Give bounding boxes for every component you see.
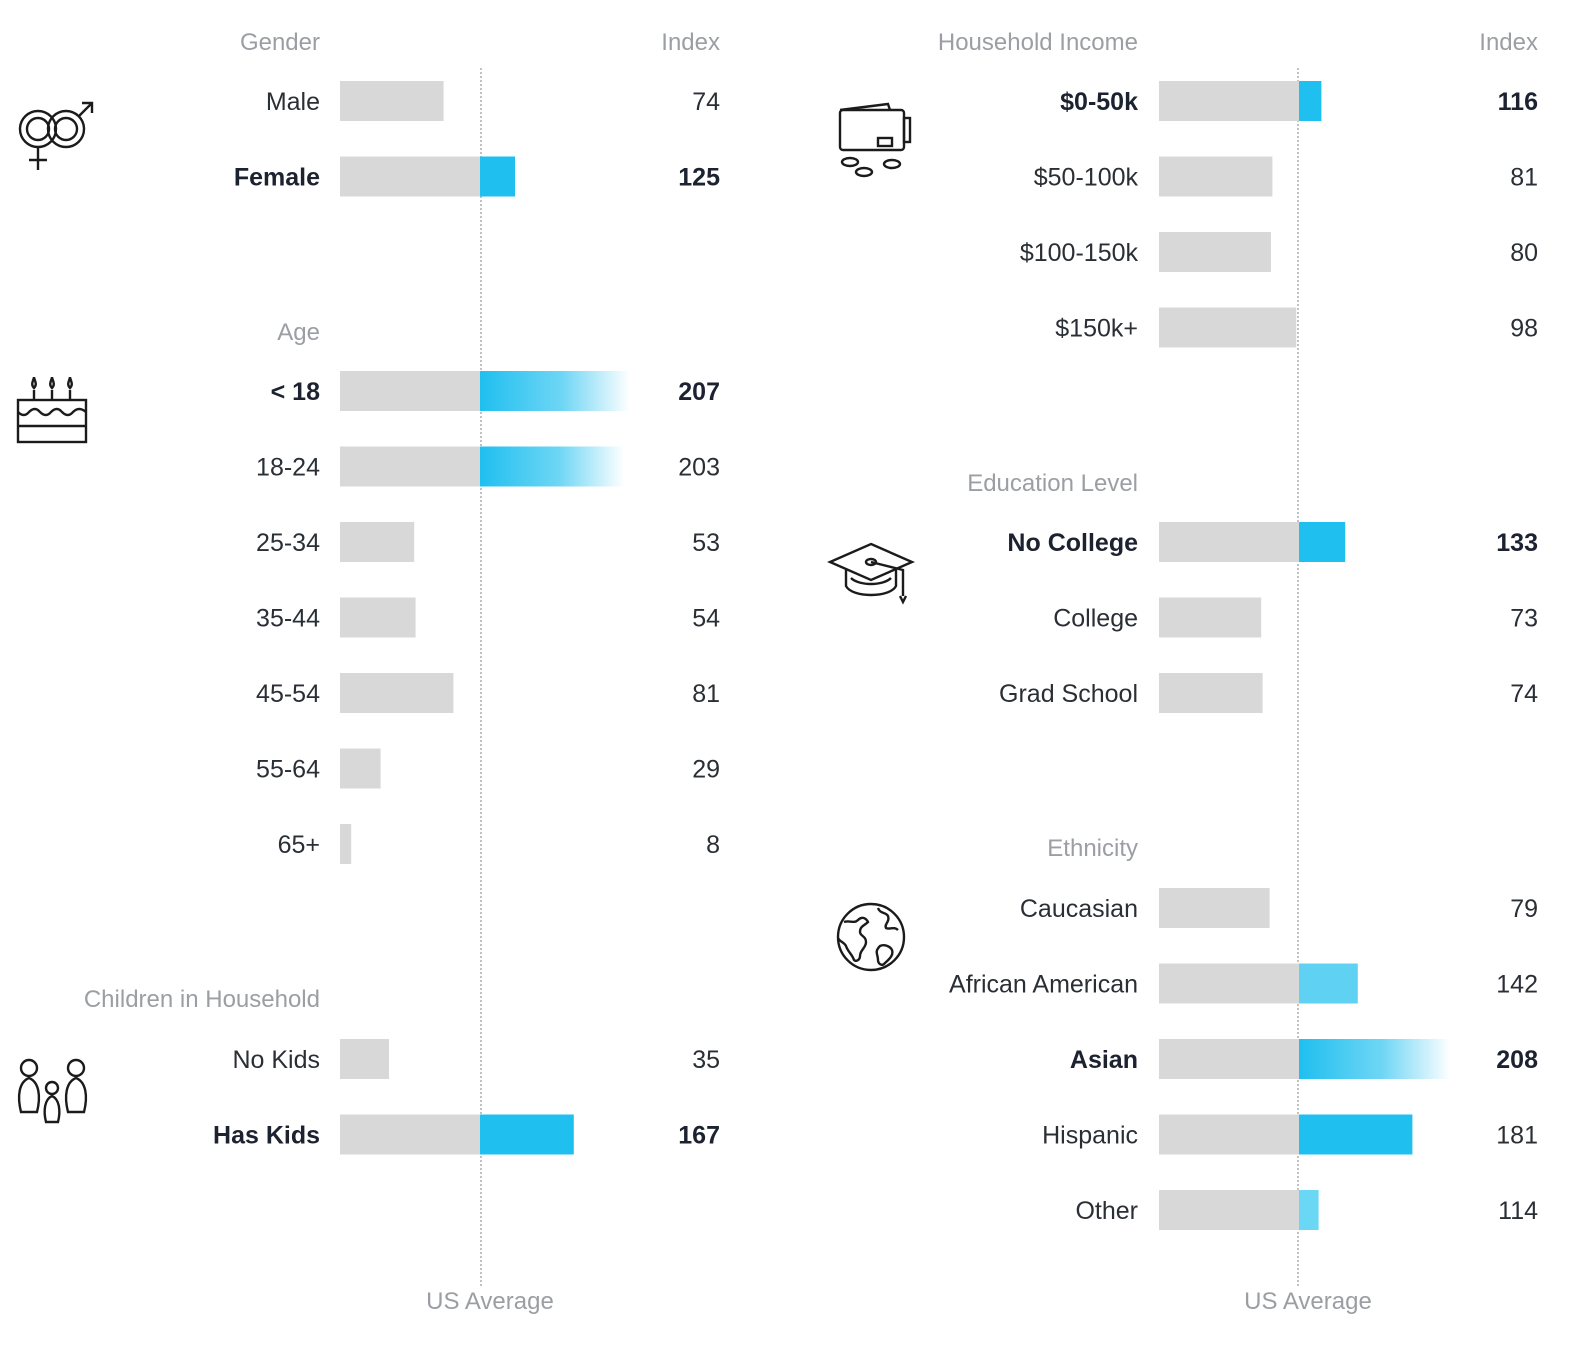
age-18-label: < 18 bbox=[271, 378, 320, 406]
household-income-150k-value: 98 bbox=[1510, 315, 1538, 343]
ethnicity-asian-label: Asian bbox=[1070, 1046, 1138, 1074]
age-55-64-bar-base bbox=[340, 748, 381, 789]
age-18-24-label: 18-24 bbox=[256, 454, 320, 482]
education-level-college-label: College bbox=[1053, 605, 1138, 633]
age-55-64-label: 55-64 bbox=[256, 756, 320, 784]
children-in-household-has-kids-bar-base bbox=[340, 1114, 480, 1155]
education-level-no-college-label: No College bbox=[1007, 529, 1138, 557]
age-65-bar-base bbox=[340, 824, 352, 864]
ethnicity-african-american-label: African American bbox=[949, 971, 1138, 999]
household-income-50-100k-bar-base bbox=[1159, 156, 1273, 197]
household-income-0-50k-bar-above-average bbox=[1299, 81, 1322, 121]
gender-index-header: Index bbox=[661, 29, 720, 56]
age-55-64-value: 29 bbox=[692, 756, 720, 784]
household-income-index-header: Index bbox=[1479, 29, 1538, 56]
ethnicity-caucasian-label: Caucasian bbox=[1020, 895, 1138, 923]
age-65-label: 65+ bbox=[278, 831, 320, 859]
gender-female-label: Female bbox=[234, 164, 320, 192]
age-18-value: 207 bbox=[678, 378, 720, 406]
household-income-100-150k-bar-base bbox=[1159, 232, 1271, 272]
gender-title: Gender bbox=[240, 29, 320, 56]
children-in-household-has-kids-value: 167 bbox=[678, 1122, 720, 1150]
family-icon bbox=[17, 1058, 88, 1124]
age-35-44-value: 54 bbox=[692, 605, 720, 633]
gender-female-bar-above-average bbox=[480, 156, 515, 197]
gender-female-value: 125 bbox=[678, 164, 720, 192]
ethnicity-title: Ethnicity bbox=[1047, 835, 1138, 862]
household-income-100-150k-value: 80 bbox=[1510, 239, 1538, 267]
education-level-grad-school-label: Grad School bbox=[999, 680, 1138, 708]
children-in-household-has-kids-bar-above-average bbox=[480, 1114, 574, 1155]
age-18-24-value: 203 bbox=[678, 454, 720, 482]
ethnicity-hispanic-bar-base bbox=[1159, 1114, 1299, 1155]
household-income-0-50k-bar-base bbox=[1159, 81, 1299, 121]
footer-us-average-right: US Average bbox=[1244, 1288, 1372, 1315]
footer-us-average-left: US Average bbox=[426, 1288, 554, 1315]
education-level-college-value: 73 bbox=[1510, 605, 1538, 633]
age-18-bar-above-average bbox=[480, 371, 630, 411]
household-income-150k-label: $150k+ bbox=[1055, 315, 1138, 343]
ethnicity-asian-value: 208 bbox=[1496, 1046, 1538, 1074]
gender-female-bar-base bbox=[340, 156, 480, 197]
children-in-household-no-kids-value: 35 bbox=[692, 1046, 720, 1074]
ethnicity-hispanic-bar-above-average bbox=[1299, 1114, 1413, 1155]
children-in-household-no-kids-label: No Kids bbox=[232, 1046, 320, 1074]
children-in-household-has-kids-label: Has Kids bbox=[213, 1122, 320, 1150]
education-level-grad-school-bar-base bbox=[1159, 673, 1263, 713]
education-level-college-bar-base bbox=[1159, 597, 1262, 638]
age-18-bar-base bbox=[340, 371, 480, 411]
ethnicity-african-american-value: 142 bbox=[1496, 971, 1538, 999]
age-45-54-value: 81 bbox=[692, 680, 720, 708]
age-45-54-bar-base bbox=[340, 673, 454, 713]
children-in-household-no-kids-bar-base bbox=[340, 1039, 389, 1079]
age-35-44-label: 35-44 bbox=[256, 605, 320, 633]
ethnicity-other-label: Other bbox=[1075, 1197, 1138, 1225]
age-35-44-bar-base bbox=[340, 597, 416, 638]
ethnicity-caucasian-value: 79 bbox=[1510, 895, 1538, 923]
age-45-54-label: 45-54 bbox=[256, 680, 320, 708]
ethnicity-african-american-bar-base bbox=[1159, 963, 1299, 1004]
ethnicity-african-american-bar-above-average bbox=[1299, 963, 1358, 1004]
household-income-0-50k-label: $0-50k bbox=[1060, 88, 1138, 116]
age-18-24-bar-base bbox=[340, 446, 480, 487]
wallet-icon bbox=[838, 102, 912, 178]
age-25-34-bar-base bbox=[340, 522, 415, 562]
ethnicity-caucasian-bar-base bbox=[1159, 888, 1270, 928]
gender-male-value: 74 bbox=[692, 88, 720, 116]
age-title: Age bbox=[277, 319, 320, 346]
ethnicity-other-value: 114 bbox=[1498, 1197, 1538, 1225]
household-income-50-100k-value: 81 bbox=[1510, 164, 1538, 192]
household-income-150k-bar-base bbox=[1159, 307, 1297, 348]
ethnicity-hispanic-value: 181 bbox=[1496, 1122, 1538, 1150]
age-18-24-bar-above-average bbox=[480, 446, 625, 487]
ethnicity-other-bar-above-average bbox=[1299, 1190, 1319, 1230]
age-65-value: 8 bbox=[706, 831, 720, 859]
age-25-34-value: 53 bbox=[692, 529, 720, 557]
education-level-no-college-bar-base bbox=[1159, 522, 1299, 562]
birthday-cake-icon bbox=[16, 376, 88, 444]
ethnicity-other-bar-base bbox=[1159, 1190, 1299, 1230]
household-income-title: Household Income bbox=[938, 29, 1138, 56]
education-level-title: Education Level bbox=[967, 470, 1138, 497]
education-level-no-college-value: 133 bbox=[1496, 529, 1538, 557]
education-level-no-college-bar-above-average bbox=[1299, 522, 1346, 562]
age-25-34-label: 25-34 bbox=[256, 529, 320, 557]
ethnicity-hispanic-label: Hispanic bbox=[1042, 1122, 1138, 1150]
household-income-50-100k-label: $50-100k bbox=[1034, 164, 1139, 192]
children-in-household-title: Children in Household bbox=[84, 986, 320, 1013]
gender-icon bbox=[18, 101, 94, 170]
household-income-100-150k-label: $100-150k bbox=[1020, 239, 1139, 267]
household-income-0-50k-value: 116 bbox=[1498, 88, 1538, 116]
gender-male-bar-base bbox=[340, 81, 444, 121]
globe-icon bbox=[836, 902, 906, 972]
education-level-grad-school-value: 74 bbox=[1510, 680, 1538, 708]
ethnicity-asian-bar-base bbox=[1159, 1039, 1299, 1079]
graduation-cap-icon bbox=[827, 542, 915, 605]
gender-male-label: Male bbox=[266, 88, 320, 116]
ethnicity-asian-bar-above-average bbox=[1299, 1039, 1451, 1079]
